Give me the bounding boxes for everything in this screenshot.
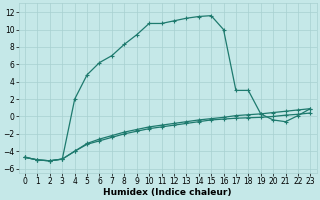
X-axis label: Humidex (Indice chaleur): Humidex (Indice chaleur) bbox=[103, 188, 232, 197]
